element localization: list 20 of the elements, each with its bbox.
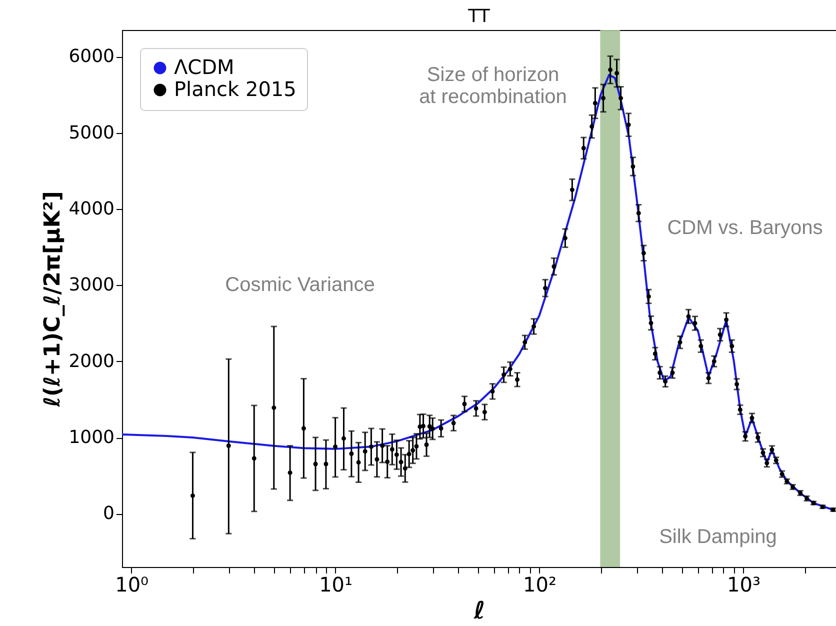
y-tick-label: 6000	[68, 46, 114, 68]
y-tick-label: 1000	[68, 427, 114, 448]
chart-title: TT	[467, 6, 491, 27]
legend-label: ΛCDM	[174, 55, 234, 79]
y-tick-label: 2000	[68, 350, 114, 372]
annotation: Silk Damping	[659, 526, 777, 548]
y-axis-title: ℓ(ℓ+1)C_ℓ/2π[μK²]	[40, 191, 66, 408]
y-tick-label: 3000	[68, 274, 114, 296]
legend-label: Planck 2015	[174, 77, 296, 101]
x-axis-title: ℓ	[472, 596, 486, 624]
y-tick-label: 5000	[68, 122, 114, 144]
x-tick-label: 10²	[523, 572, 556, 596]
y-tick-label: 4000	[68, 198, 114, 220]
annotation: CDM vs. Baryons	[667, 217, 823, 239]
x-tick-label: 10⁰	[115, 572, 149, 596]
y-tick-label: 0	[103, 503, 114, 524]
annotation: Size of horizon at recombination	[419, 64, 567, 108]
annotation: Cosmic Variance	[225, 274, 375, 296]
x-tick-label: 10³	[726, 572, 760, 596]
x-tick-label: 10¹	[319, 572, 353, 596]
